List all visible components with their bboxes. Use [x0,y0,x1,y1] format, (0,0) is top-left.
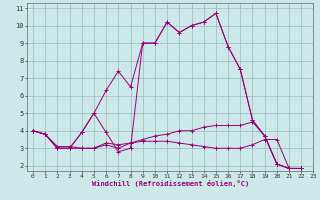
X-axis label: Windchill (Refroidissement éolien,°C): Windchill (Refroidissement éolien,°C) [92,180,249,187]
